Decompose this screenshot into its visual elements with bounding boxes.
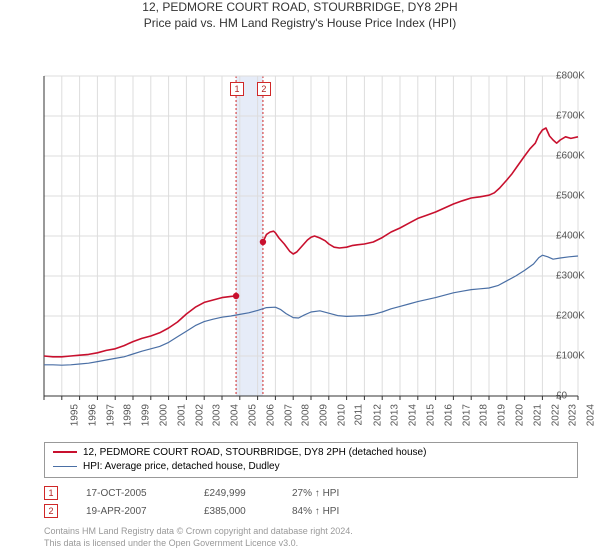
sales-table: 1 17-OCT-2005 £249,999 27% ↑ HPI 2 19-APR-200… xyxy=(44,484,578,520)
page-subtitle: Price paid vs. HM Land Registry's House … xyxy=(0,16,600,30)
legend-item: HPI: Average price, detached house, Dudl… xyxy=(53,459,569,473)
sales-row-price: £249,999 xyxy=(204,488,284,499)
xtick-label: 2020 xyxy=(514,404,525,426)
legend-label: HPI: Average price, detached house, Dudl… xyxy=(83,461,280,472)
sales-row-pct: 84% ↑ HPI xyxy=(292,506,392,517)
footer-line: Contains HM Land Registry data © Crown c… xyxy=(44,526,578,538)
ytick-label: £800K xyxy=(556,71,596,82)
sale-marker-2: 2 xyxy=(257,82,271,96)
sale-marker-1: 1 xyxy=(230,82,244,96)
legend-label: 12, PEDMORE COURT ROAD, STOURBRIDGE, DY8… xyxy=(83,447,426,458)
xtick-label: 1997 xyxy=(105,404,116,426)
xtick-label: 2003 xyxy=(212,404,223,426)
sales-row-marker: 1 xyxy=(44,486,58,500)
xtick-label: 1995 xyxy=(69,404,80,426)
xtick-label: 2008 xyxy=(301,404,312,426)
page-title: 12, PEDMORE COURT ROAD, STOURBRIDGE, DY8… xyxy=(0,0,600,14)
ytick-label: £200K xyxy=(556,311,596,322)
chart-svg xyxy=(0,30,600,404)
xtick-label: 2019 xyxy=(496,404,507,426)
xtick-label: 2012 xyxy=(372,404,383,426)
ytick-label: £300K xyxy=(556,271,596,282)
xtick-label: 2005 xyxy=(247,404,258,426)
xtick-label: 2004 xyxy=(229,404,240,426)
xtick-label: 1998 xyxy=(123,404,134,426)
xtick-label: 2001 xyxy=(176,404,187,426)
ytick-label: £0 xyxy=(556,391,596,402)
sales-row-date: 19-APR-2007 xyxy=(86,506,196,517)
xtick-label: 2007 xyxy=(283,404,294,426)
ytick-label: £500K xyxy=(556,191,596,202)
sales-row-marker: 2 xyxy=(44,504,58,518)
sale-point-1 xyxy=(233,293,239,299)
xtick-label: 2006 xyxy=(265,404,276,426)
sales-row-pct: 27% ↑ HPI xyxy=(292,488,392,499)
xtick-label: 2017 xyxy=(461,404,472,426)
line-primary-pre xyxy=(44,296,236,357)
ytick-label: £600K xyxy=(556,151,596,162)
line-primary-post xyxy=(263,128,578,254)
sales-row: 1 17-OCT-2005 £249,999 27% ↑ HPI xyxy=(44,484,578,502)
xtick-label: 2024 xyxy=(585,404,596,426)
legend-item: 12, PEDMORE COURT ROAD, STOURBRIDGE, DY8… xyxy=(53,445,569,459)
chart-area: £0 £100K £200K £300K £400K £500K £600K £700K £80… xyxy=(0,30,600,442)
xtick-label: 2002 xyxy=(194,404,205,426)
sale-point-2 xyxy=(260,239,266,245)
sales-row: 2 19-APR-2007 £385,000 84% ↑ HPI xyxy=(44,502,578,520)
xtick-label: 2014 xyxy=(407,404,418,426)
legend: 12, PEDMORE COURT ROAD, STOURBRIDGE, DY8… xyxy=(44,442,578,478)
xtick-label: 2022 xyxy=(550,404,561,426)
xtick-label: 2018 xyxy=(479,404,490,426)
xtick-label: 2021 xyxy=(532,404,543,426)
ytick-label: £100K xyxy=(556,351,596,362)
legend-swatch xyxy=(53,466,77,467)
xtick-label: 2010 xyxy=(336,404,347,426)
ytick-label: £400K xyxy=(556,231,596,242)
legend-swatch xyxy=(53,451,77,453)
xtick-label: 1996 xyxy=(87,404,98,426)
ytick-label: £700K xyxy=(556,111,596,122)
footer-note: Contains HM Land Registry data © Crown c… xyxy=(44,526,578,549)
xtick-label: 2000 xyxy=(158,404,169,426)
xtick-label: 2011 xyxy=(353,404,364,426)
xtick-label: 2016 xyxy=(443,404,454,426)
xtick-label: 1999 xyxy=(140,404,151,426)
footer-line: This data is licensed under the Open Gov… xyxy=(44,538,578,550)
sales-row-date: 17-OCT-2005 xyxy=(86,488,196,499)
sales-row-price: £385,000 xyxy=(204,506,284,517)
xtick-label: 2023 xyxy=(568,404,579,426)
xtick-label: 2015 xyxy=(425,404,436,426)
xtick-label: 2009 xyxy=(318,404,329,426)
xtick-label: 2013 xyxy=(390,404,401,426)
